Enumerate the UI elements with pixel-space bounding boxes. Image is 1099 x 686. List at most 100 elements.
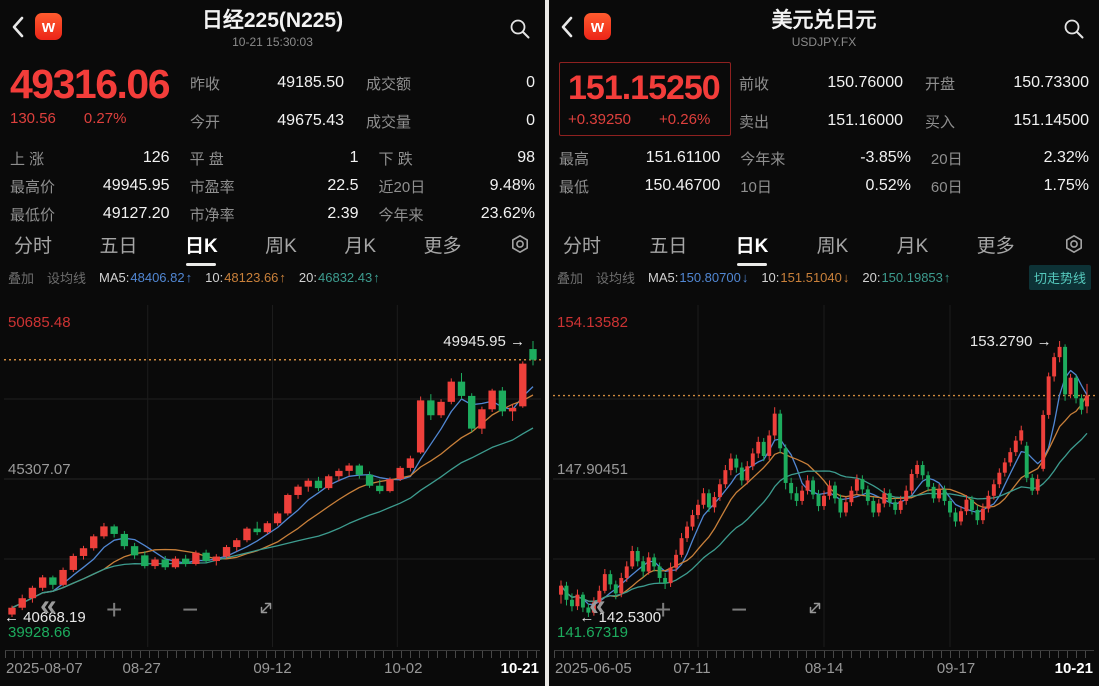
ma-item: 20: 150.19853 ↑	[862, 270, 950, 285]
zoom-in-button[interactable]: +	[106, 594, 123, 625]
stat-label: 上 涨	[10, 150, 45, 168]
tab-周K[interactable]: 周K	[265, 235, 297, 257]
stat-row: 最低 150.46700 10日 0.52% 60日 1.75%	[559, 172, 1089, 200]
axis-ticks	[554, 650, 1094, 658]
page-title: 美元兑日元	[771, 9, 877, 32]
search-icon[interactable]	[1062, 17, 1086, 41]
price-change-pct: 0.27%	[83, 110, 127, 127]
stat-label: 20日	[930, 150, 963, 168]
stat-value: 1.75%	[1043, 177, 1089, 194]
svg-text:154.13582: 154.13582	[557, 314, 628, 331]
header-center: 美元兑日元 USDJPY.FX	[549, 0, 1099, 49]
ma-item: 10: 151.51040 ↓	[761, 270, 849, 285]
zoom-out-button[interactable]: −	[182, 594, 199, 625]
search-icon[interactable]	[508, 17, 532, 41]
svg-text:49945.95 →: 49945.95 →	[443, 333, 525, 350]
stat-label: 开盘	[925, 75, 956, 93]
stat-label: 今开	[190, 113, 221, 131]
stat-cell: 今年来 -3.85%	[740, 148, 911, 169]
tab-五日[interactable]: 五日	[649, 235, 688, 257]
price-block: 151.15250 +0.39250 +0.26%	[559, 62, 731, 136]
last-price: 49316.06	[10, 61, 171, 107]
period-tabs: 分时 五日 日K 周K 月K 更多	[0, 226, 545, 262]
stat-label: 最低价	[10, 206, 56, 224]
wind-logo[interactable]: w	[35, 13, 62, 40]
svg-text:45307.07: 45307.07	[8, 461, 71, 478]
tab-周K[interactable]: 周K	[816, 235, 849, 257]
tab-日K[interactable]: 日K	[736, 231, 769, 258]
x-axis: 2025-08-07 08-27 09-12 10-02 10-21	[0, 650, 545, 686]
stat-row: 今开 49675.43 成交量 0	[190, 102, 535, 140]
back-icon[interactable]	[559, 14, 575, 40]
expand-arrows-icon[interactable]	[256, 598, 276, 618]
chart-canvas[interactable]: 154.13582 147.90451 141.67319 153.2790 → ← 1…	[549, 292, 1099, 650]
stat-label: 成交量	[366, 113, 412, 131]
ma-item: MA5: 48406.82 ↑	[99, 270, 192, 285]
chart-canvas[interactable]: 50685.48 45307.07 39928.66 49945.95 → ← 4066…	[0, 292, 545, 650]
expand-button[interactable]	[256, 598, 276, 622]
stat-cell: 最高价 49945.95	[10, 176, 170, 197]
candlestick-chart[interactable]: 154.13582 147.90451 141.67319 153.2790 → ← 1…	[549, 292, 1099, 650]
panel-n225: w 日经225(N225) 10-21 15:30:03 49316.06 130.56…	[0, 0, 545, 686]
tab-月K[interactable]: 月K	[896, 235, 929, 257]
ma-trend-arrow: ↑	[373, 269, 380, 285]
ma-trend-arrow: ↑	[279, 269, 286, 285]
tab-分时[interactable]: 分时	[563, 235, 602, 257]
stat-value: 49127.20	[102, 205, 170, 222]
tab-更多[interactable]: 更多	[976, 235, 1015, 257]
chart-settings-icon[interactable]	[509, 233, 531, 255]
expand-arrows-icon[interactable]	[805, 598, 825, 618]
svg-text:153.2790 →: 153.2790 →	[970, 333, 1052, 350]
candlestick-chart[interactable]: 50685.48 45307.07 39928.66 49945.95 → ← 4066…	[0, 292, 545, 650]
chart-settings-icon[interactable]	[1063, 233, 1085, 255]
price-change: 130.56	[10, 110, 56, 127]
back-icon[interactable]	[10, 14, 26, 40]
stat-value: 126	[142, 149, 170, 166]
stat-value: 0	[526, 74, 535, 91]
stat-cell: 市净率 2.39	[190, 204, 359, 225]
price-change-row: +0.39250 +0.26%	[568, 111, 722, 128]
stat-value: 9.48%	[489, 177, 535, 194]
stat-label: 最低	[559, 178, 590, 196]
overlay-button[interactable]: 叠加	[557, 270, 584, 286]
stat-label: 前收	[739, 75, 770, 93]
zoom-out-button[interactable]: −	[731, 594, 748, 625]
collapse-button[interactable]: «	[40, 589, 57, 622]
tab-五日[interactable]: 五日	[99, 235, 138, 257]
tab-日K[interactable]: 日K	[185, 231, 218, 258]
tab-分时[interactable]: 分时	[14, 235, 53, 257]
expand-button[interactable]	[805, 598, 825, 622]
stat-label: 今年来	[378, 206, 424, 224]
stat-value: 0.52%	[865, 177, 911, 194]
zoom-in-button[interactable]: +	[655, 594, 672, 625]
tab-更多[interactable]: 更多	[423, 235, 462, 257]
stat-value: 150.73300	[1013, 74, 1089, 91]
stat-cell: 今年来 23.62%	[379, 204, 535, 225]
ma-value: 48406.82	[130, 269, 185, 285]
overlay-button[interactable]: 叠加	[8, 270, 35, 286]
header-left: w	[10, 13, 62, 40]
stat-row: 最低价 49127.20 市净率 2.39 今年来 23.62%	[10, 200, 535, 228]
set-ma-button[interactable]: 设均线	[596, 270, 636, 286]
stat-value: 49945.95	[102, 177, 170, 194]
collapse-button[interactable]: «	[589, 589, 606, 622]
switch-trendline-button[interactable]: 切走势线	[1028, 264, 1091, 290]
x-axis-label: 07-11	[673, 660, 711, 677]
stat-value: 22.5	[327, 177, 359, 194]
header-center: 日经225(N225) 10-21 15:30:03	[0, 0, 545, 49]
ma-value: 46832.43	[318, 269, 373, 285]
wind-logo[interactable]: w	[584, 13, 611, 40]
svg-text:147.90451: 147.90451	[557, 461, 628, 478]
stat-cell: 近20日 9.48%	[379, 176, 535, 197]
tab-月K[interactable]: 月K	[344, 235, 377, 257]
x-axis-label: 08-14	[804, 660, 844, 677]
stat-value: 151.16000	[827, 112, 903, 129]
ma-period-label: MA5:	[648, 269, 679, 285]
ma-period-label: 10:	[205, 269, 224, 285]
ma-period-label: 10:	[761, 269, 780, 285]
stat-row: 卖出 151.16000 买入 151.14500	[739, 102, 1089, 140]
ma-item: MA5: 150.80700 ↓	[648, 270, 748, 285]
price-change-row: 130.56 0.27%	[10, 110, 190, 127]
set-ma-button[interactable]: 设均线	[47, 270, 87, 286]
